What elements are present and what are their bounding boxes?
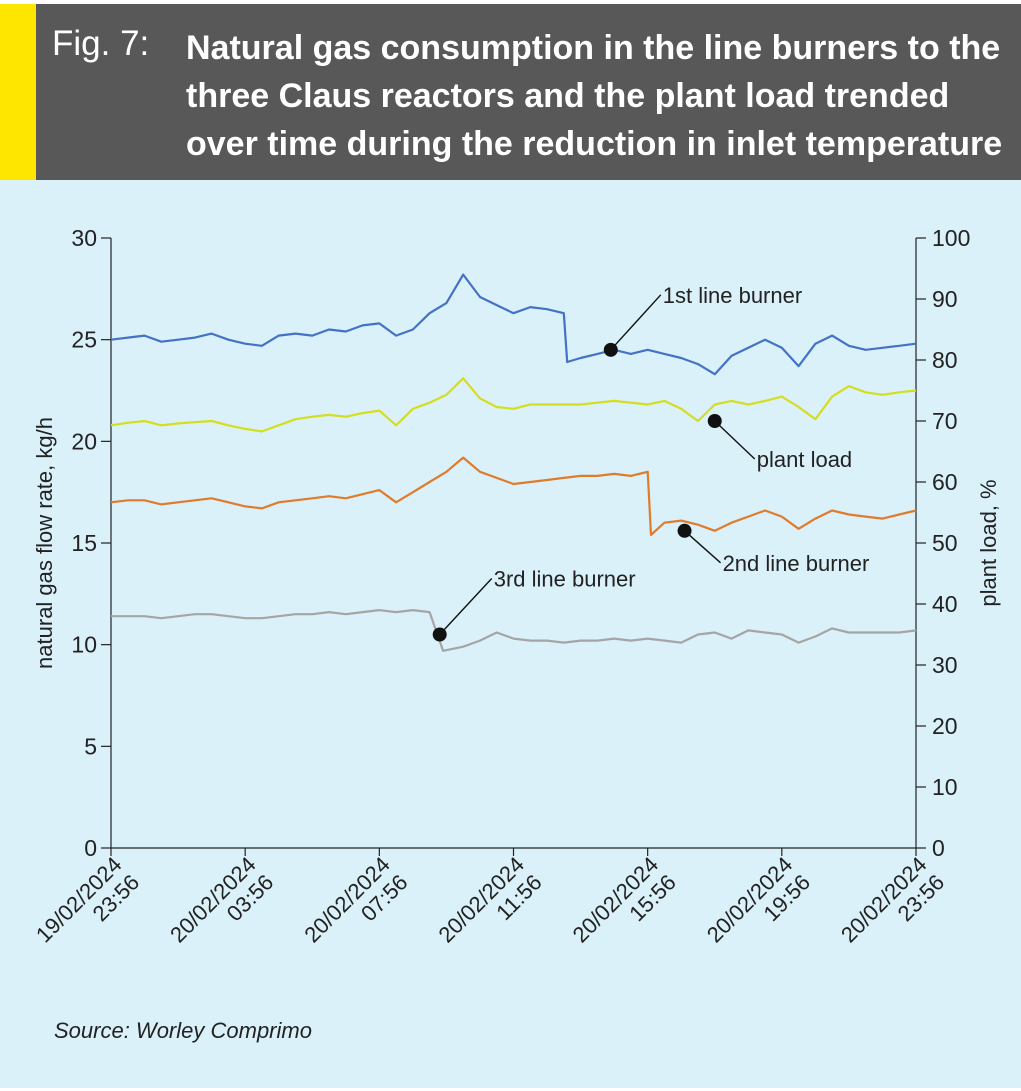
x-tick-label: 20/02/202415:56 (568, 852, 681, 965)
y2-tick-label: 90 (932, 286, 958, 312)
x-tick-label: 20/02/202403:56 (165, 852, 278, 965)
y2-tick-label: 50 (932, 530, 958, 556)
series-line (110, 377, 917, 433)
x-tick-label: 19/02/202423:56 (31, 852, 144, 965)
y2-tick-label: 100 (932, 225, 970, 251)
y-tick-label: 15 (71, 530, 97, 556)
axes: 0 5 10 15 20 25 30 0 10 20 30 40 50 60 70 80 90 100 19/02/… (31, 225, 1001, 965)
accent-bar (0, 4, 36, 180)
y-tick-label: 25 (71, 327, 97, 353)
annotation-leader (439, 578, 493, 635)
y-tick-label: 5 (84, 733, 97, 759)
annotation-label: 2nd line burner (723, 551, 870, 576)
annotation-leader (714, 420, 756, 460)
annotation-marker (603, 342, 618, 357)
annotation-marker (707, 414, 722, 428)
figure-label: Fig. 7: (52, 24, 150, 63)
x-tick-label: 20/02/202423:56 (836, 852, 949, 965)
x-tick-label: 20/02/202419:56 (702, 852, 815, 965)
y2-tick-label: 0 (932, 835, 945, 861)
annotation-leader (610, 294, 662, 351)
annotation-marker (677, 523, 692, 538)
line-chart: 0 5 10 15 20 25 30 0 10 20 30 40 50 60 70 80 90 100 19/02/… (31, 225, 1001, 965)
y-tick-label: 0 (84, 835, 97, 861)
x-tick-label: 20/02/202407:56 (299, 852, 412, 965)
series-line (110, 456, 917, 536)
series-line (110, 273, 917, 376)
y2-tick-label: 30 (932, 652, 958, 678)
y-axis-title: natural gas flow rate, kg/h (32, 417, 57, 669)
y-tick-label: 10 (71, 632, 97, 658)
figure-title: Natural gas consumption in the line burn… (186, 29, 1003, 211)
source-note: Source: Worley Comprimo (54, 1018, 312, 1043)
figure-header: Fig. 7: Natural gas consumption in the l… (0, 4, 1021, 211)
series-lines (110, 273, 917, 652)
annotation-leader (684, 530, 722, 564)
y-tick-label: 20 (71, 428, 97, 454)
y2-tick-label: 20 (932, 713, 958, 739)
annotation-label: 3rd line burner (494, 567, 636, 592)
y2-tick-label: 40 (932, 591, 958, 617)
annotation-label: 1st line burner (663, 283, 802, 308)
annotation-label: plant load (757, 447, 852, 472)
y2-tick-label: 10 (932, 774, 958, 800)
y2-axis-title: plant load, % (976, 479, 1001, 606)
y-tick-label: 30 (71, 225, 97, 251)
annotation-marker (432, 627, 447, 642)
x-tick-label: 20/02/202411:56 (433, 852, 546, 965)
chart-panel (0, 180, 1021, 1088)
series-line (111, 609, 917, 652)
y2-tick-label: 70 (932, 408, 958, 434)
y2-tick-label: 60 (932, 469, 958, 495)
annotations: 1st line burner plant load 2nd line burner… (432, 283, 870, 642)
y2-tick-label: 80 (932, 347, 958, 373)
